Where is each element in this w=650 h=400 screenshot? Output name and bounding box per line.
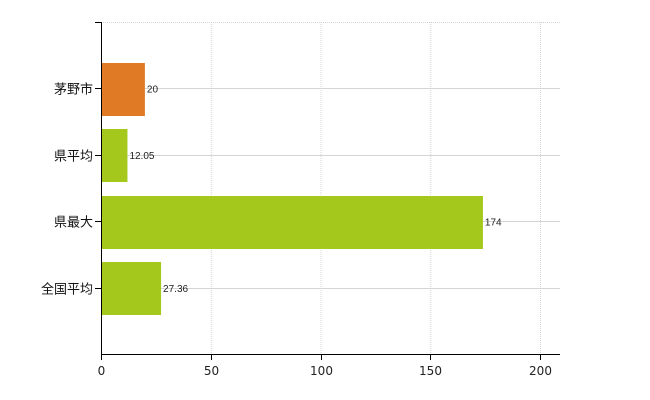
category-label-1: 県平均 [54,150,93,165]
x-tick-label-0: 0 [98,364,106,378]
data-label-0: 20 [147,84,159,95]
data-label-1: 12.05 [129,151,154,162]
data-label-3: 27.36 [163,284,188,295]
bars [101,63,483,315]
axes [95,22,560,360]
x-tick-label-200: 200 [529,364,552,378]
x-tick-label-100: 100 [310,364,333,378]
category-label-0: 茅野市 [54,82,93,98]
grid-lines [101,22,560,354]
bar-0 [101,63,145,116]
x-tick-label-50: 50 [204,364,219,378]
category-label-3: 全国平均 [41,282,93,298]
bar-2 [101,196,483,249]
bar-3 [101,262,162,315]
data-label-2: 174 [485,217,502,228]
category-label-2: 県最大 [54,216,93,231]
bar-1 [101,129,128,182]
x-tick-label-150: 150 [419,364,442,378]
